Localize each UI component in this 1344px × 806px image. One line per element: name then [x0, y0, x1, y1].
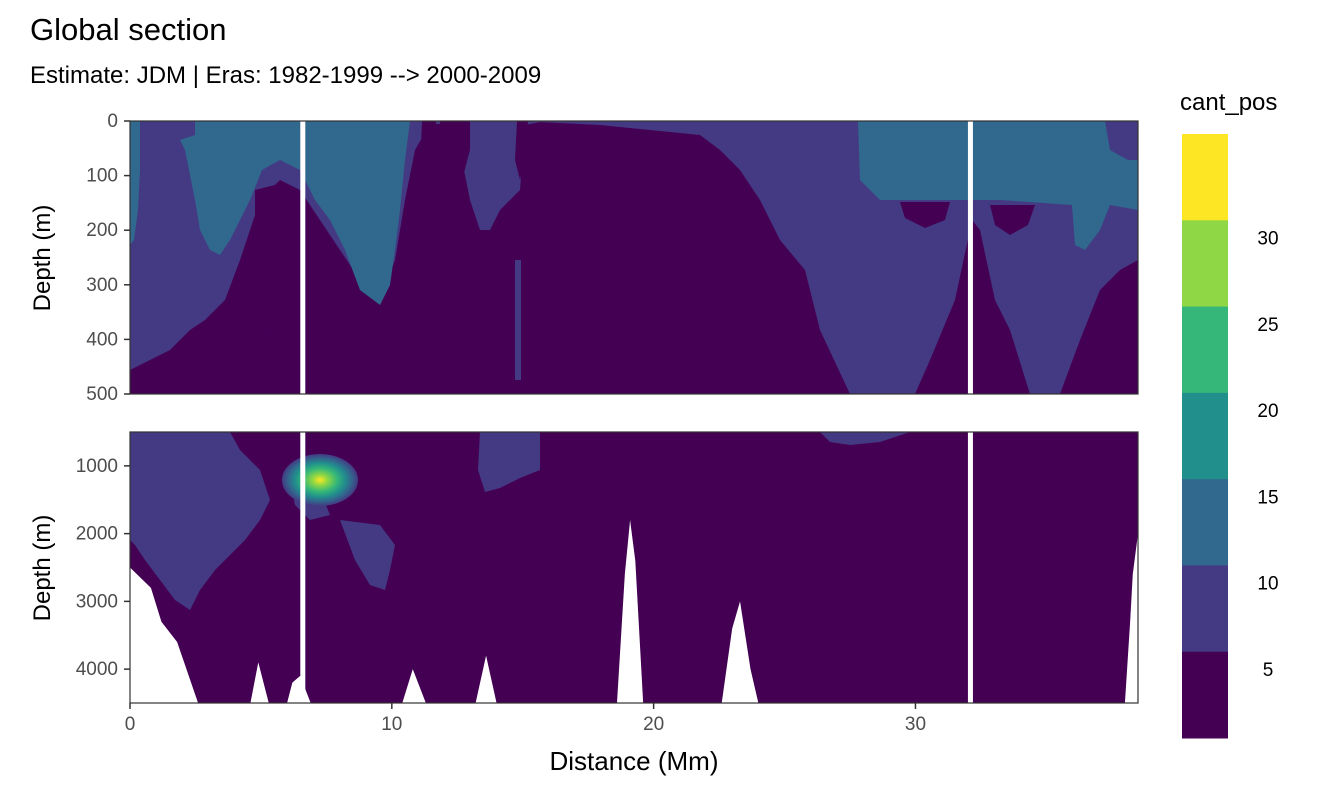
- bottom-y-tick-label-3000: 3000: [76, 591, 118, 612]
- legend-swatch-4: [1182, 306, 1228, 394]
- bottom-seafloor: [130, 520, 1138, 703]
- top-y-axis: 0 100 200 300 400 500: [86, 111, 130, 405]
- top-gap-2: [967, 121, 973, 394]
- bottom-gaps: [300, 432, 973, 703]
- bottom-band-5-10-right: [820, 432, 910, 445]
- x-axis: 0 10 20 30: [125, 703, 926, 735]
- bottom-gap-2: [967, 432, 973, 703]
- bottom-panel-border: [129, 431, 1139, 704]
- legend: cant_pos 5 10 15 20 25 30: [1180, 89, 1279, 739]
- top-deep-pocket-3: [255, 185, 285, 340]
- legend-swatch-6: [1182, 134, 1228, 221]
- legend-label-15: 15: [1257, 487, 1278, 508]
- legend-colorbar: [1182, 134, 1228, 739]
- legend-swatch-1: [1182, 565, 1228, 653]
- bottom-y-axis: 1000 2000 3000 4000: [76, 456, 130, 680]
- top-band-10-15-right: [858, 121, 1138, 250]
- top-y-tick-label-100: 100: [86, 166, 118, 187]
- top-thin-column: [515, 260, 521, 380]
- x-tick-label-10: 10: [381, 714, 402, 735]
- top-y-tick-label-400: 400: [86, 329, 118, 350]
- bottom-band-5-10-upper: [478, 432, 540, 492]
- legend-title: cant_pos: [1180, 89, 1277, 116]
- legend-swatch-2: [1182, 479, 1228, 566]
- top-deep-column-3: [515, 121, 528, 180]
- top-deep-column-2: [420, 121, 436, 180]
- top-deep-pocket: [900, 202, 950, 228]
- chart-title: Global section: [30, 12, 226, 47]
- legend-label-10: 10: [1257, 574, 1278, 595]
- legend-label-25: 25: [1257, 315, 1278, 336]
- top-gaps: [300, 121, 973, 394]
- top-band-10-15-left: [130, 121, 140, 245]
- bottom-band-5-10-mid: [340, 520, 395, 590]
- legend-label-20: 20: [1257, 401, 1278, 422]
- top-deep-pocket-2: [990, 205, 1035, 235]
- bottom-gap-1: [300, 432, 306, 703]
- chart-subtitle: Estimate: JDM | Eras: 1982-1999 --> 2000…: [30, 62, 541, 89]
- bottom-y-axis-title: Depth (m): [29, 515, 56, 622]
- bottom-y-tick-label-2000: 2000: [76, 524, 118, 545]
- x-tick-label-20: 20: [643, 714, 664, 735]
- top-y-tick-label-500: 500: [86, 384, 118, 405]
- legend-label-5: 5: [1263, 660, 1274, 681]
- legend-swatch-3: [1182, 392, 1228, 480]
- top-y-tick-label-200: 200: [86, 220, 118, 241]
- x-tick-label-30: 30: [905, 714, 926, 735]
- top-deep-column-1: [440, 121, 470, 200]
- legend-labels: 5 10 15 20 25 30: [1257, 229, 1278, 681]
- bottom-hotspot: [282, 454, 358, 506]
- bottom-band-5-10-left: [130, 432, 270, 610]
- top-band-10-15: [180, 121, 410, 305]
- top-y-axis-title: Depth (m): [29, 205, 56, 312]
- bottom-y-tick-label-4000: 4000: [76, 659, 118, 680]
- x-tick-label-0: 0: [125, 714, 136, 735]
- top-y-tick-label-300: 300: [86, 275, 118, 296]
- legend-label-30: 30: [1257, 229, 1278, 250]
- panel-bottom: 1000 2000 3000 4000: [76, 431, 1139, 704]
- top-gap-1: [300, 121, 306, 394]
- x-axis-title: Distance (Mm): [549, 746, 718, 776]
- top-y-tick-label-0: 0: [107, 111, 118, 132]
- bottom-y-tick-label-1000: 1000: [76, 456, 118, 477]
- top-panel-border: [129, 120, 1139, 395]
- legend-swatch-5: [1182, 220, 1228, 308]
- legend-swatch-0: [1182, 651, 1228, 739]
- panel-top: 0 100 200 300 400 500: [86, 111, 1139, 405]
